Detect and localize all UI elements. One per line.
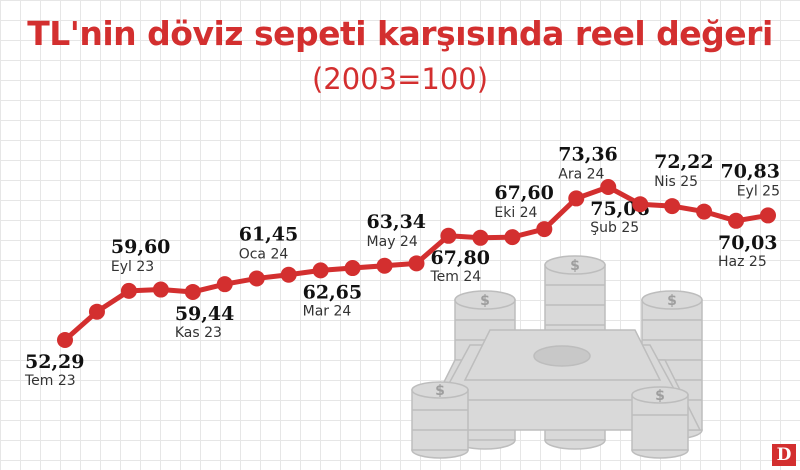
banknote-stack-icon (418, 329, 702, 431)
data-date-label: Eyl 23 (111, 259, 154, 275)
data-value-label: 73,36 (558, 143, 618, 165)
data-point (88, 303, 105, 320)
data-point (408, 255, 425, 272)
data-point (344, 260, 361, 277)
coin-stack-icon (631, 386, 689, 459)
svg-text:$: $ (480, 293, 490, 309)
data-point (664, 198, 681, 215)
data-value-label: 67,60 (494, 182, 554, 204)
data-value-label: 61,45 (239, 223, 299, 245)
svg-text:$: $ (570, 258, 580, 274)
data-point (600, 179, 617, 195)
data-value-label: 59,44 (175, 303, 235, 325)
data-value-label: 63,34 (367, 211, 427, 233)
data-point (440, 227, 457, 244)
data-date-label: Şub 25 (590, 220, 639, 236)
data-point (472, 229, 489, 246)
data-point (312, 262, 329, 279)
data-date-label: Kas 23 (175, 325, 222, 341)
coin-stack-icon (411, 381, 469, 459)
data-point (152, 281, 169, 298)
data-point (760, 207, 776, 224)
data-value-label: 70,03 (718, 232, 778, 254)
data-value-label: 59,60 (111, 236, 171, 258)
data-point (216, 276, 233, 293)
data-value-label: 62,65 (303, 281, 363, 303)
data-point (728, 212, 745, 229)
data-value-label: 52,29 (25, 351, 85, 373)
data-point (248, 270, 265, 287)
data-date-label: Mar 24 (303, 303, 352, 319)
data-point (568, 190, 585, 207)
svg-text:$: $ (435, 383, 445, 399)
data-date-label: Tem 23 (24, 373, 76, 389)
data-value-label: 67,80 (430, 247, 490, 269)
data-date-label: May 24 (367, 234, 418, 250)
brand-logo: D (772, 444, 796, 466)
data-date-label: Tem 24 (429, 269, 481, 285)
chart-subtitle: (2003=100) (311, 62, 489, 96)
data-point (280, 266, 297, 283)
data-point (632, 196, 649, 213)
data-date-label: Nis 25 (654, 174, 698, 190)
data-point (696, 203, 713, 220)
data-point (504, 229, 521, 246)
data-date-label: Haz 25 (718, 254, 767, 270)
data-date-label: Oca 24 (239, 246, 289, 262)
chart-title: TL'nin döviz sepeti karşısında reel değe… (27, 14, 773, 53)
data-date-label: Eki 24 (494, 205, 537, 221)
data-value-label: 72,22 (654, 151, 714, 173)
svg-text:$: $ (667, 293, 677, 309)
data-date-label: Eyl 25 (737, 183, 780, 199)
data-point (184, 283, 201, 300)
data-point (57, 332, 73, 348)
data-date-label: Ara 24 (558, 166, 604, 182)
data-point (376, 257, 393, 274)
data-point (120, 282, 137, 299)
svg-text:$: $ (655, 388, 665, 404)
data-point (536, 221, 553, 238)
data-value-label: 70,83 (721, 160, 781, 182)
